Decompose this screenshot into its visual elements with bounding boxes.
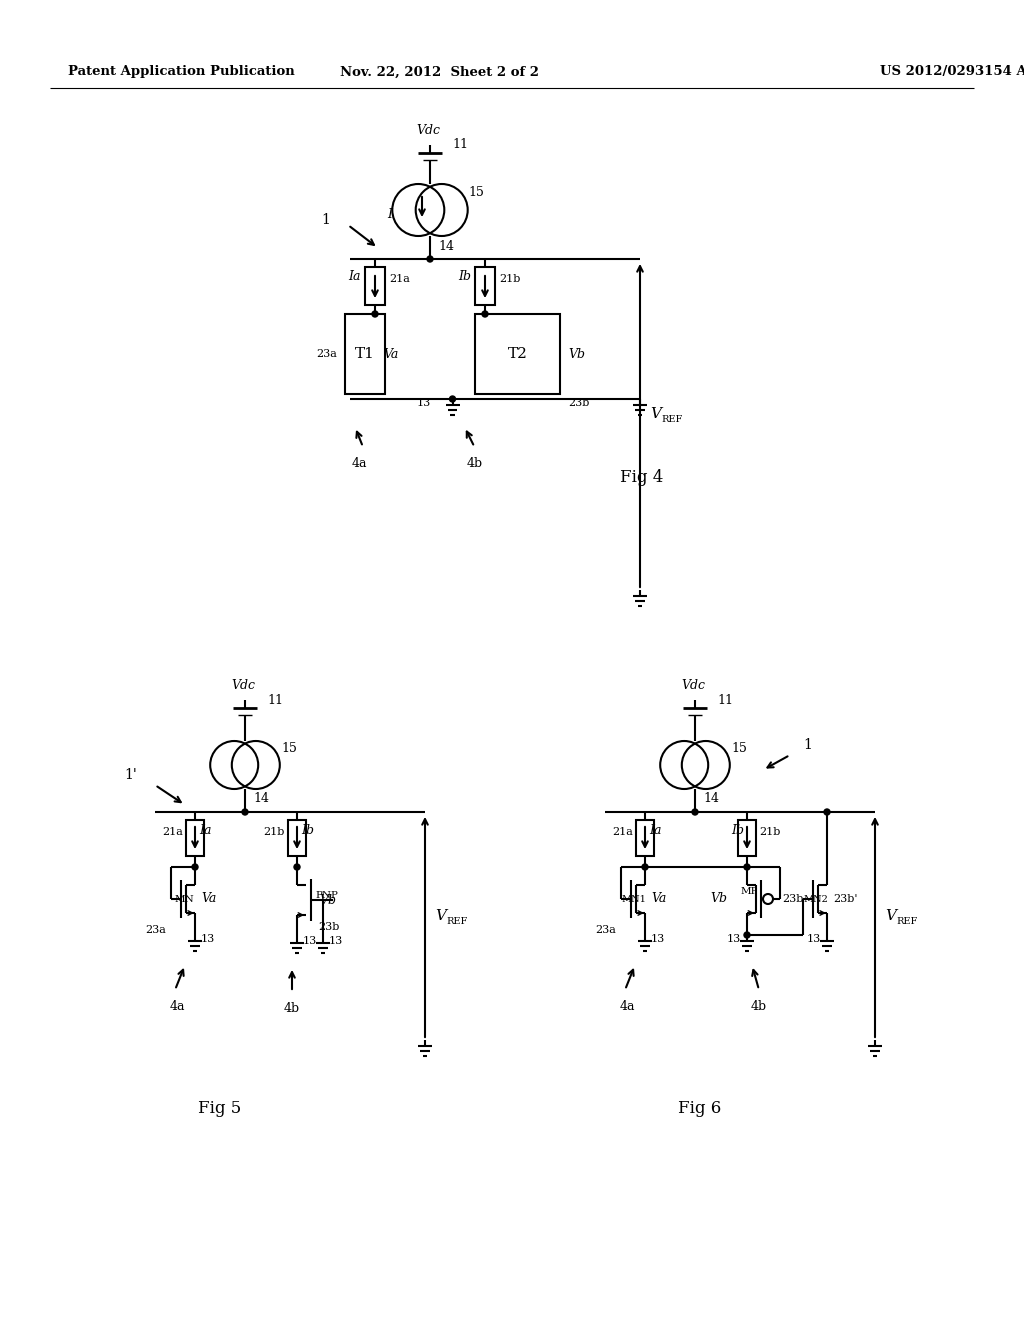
Text: 4b: 4b: [751, 1001, 767, 1012]
Bar: [288, 820, 306, 855]
Circle shape: [482, 312, 488, 317]
Text: T1: T1: [355, 347, 375, 360]
Text: REF: REF: [662, 414, 682, 424]
Circle shape: [450, 396, 456, 403]
Text: 15: 15: [468, 186, 484, 198]
Bar: [365, 267, 385, 305]
Text: 13: 13: [651, 935, 666, 944]
Text: Fig 6: Fig 6: [678, 1100, 722, 1117]
Text: Vb: Vb: [319, 894, 336, 907]
Text: Fig 5: Fig 5: [199, 1100, 242, 1117]
Circle shape: [642, 865, 648, 870]
Text: 23b': 23b': [833, 894, 857, 904]
Text: 1': 1': [124, 768, 137, 781]
Bar: [636, 820, 654, 855]
Text: 13: 13: [329, 936, 343, 946]
Text: 1: 1: [322, 213, 330, 227]
Circle shape: [242, 809, 248, 814]
Text: 23a: 23a: [145, 925, 166, 935]
Text: Vb: Vb: [710, 892, 727, 906]
Text: Nov. 22, 2012  Sheet 2 of 2: Nov. 22, 2012 Sheet 2 of 2: [341, 66, 540, 78]
Text: Vb: Vb: [568, 347, 585, 360]
Text: Ib: Ib: [458, 271, 471, 284]
Bar: [345, 314, 385, 393]
Circle shape: [824, 809, 830, 814]
Text: V: V: [435, 909, 446, 923]
Circle shape: [427, 256, 433, 261]
Text: Vdc: Vdc: [416, 124, 440, 137]
Text: V: V: [885, 909, 896, 923]
Circle shape: [692, 809, 698, 814]
Text: REF: REF: [446, 916, 467, 925]
Text: Ib: Ib: [301, 824, 314, 837]
Text: Va: Va: [383, 347, 398, 360]
Bar: [475, 267, 495, 305]
Text: 4b: 4b: [284, 1002, 300, 1015]
Text: Fig 4: Fig 4: [620, 469, 664, 486]
Text: MN1: MN1: [622, 895, 646, 903]
Circle shape: [372, 312, 378, 317]
Circle shape: [294, 865, 300, 870]
Text: Vdc: Vdc: [231, 678, 255, 692]
Text: 15: 15: [731, 742, 746, 755]
Text: 4a: 4a: [169, 1001, 184, 1012]
Text: 23a: 23a: [316, 348, 337, 359]
Text: US 2012/0293154 A1: US 2012/0293154 A1: [880, 66, 1024, 78]
Text: 13: 13: [303, 936, 317, 946]
Text: Va: Va: [201, 892, 216, 906]
Text: Ia: Ia: [348, 271, 361, 284]
Text: 14: 14: [438, 239, 454, 252]
Text: 23a: 23a: [595, 925, 616, 935]
Text: Vdc: Vdc: [681, 678, 705, 692]
Text: 4a: 4a: [620, 1001, 635, 1012]
Text: 21a: 21a: [612, 828, 633, 837]
Text: 14: 14: [253, 792, 269, 805]
Text: 21a: 21a: [162, 828, 183, 837]
Text: 23b: 23b: [782, 894, 804, 904]
Text: 21b: 21b: [759, 828, 780, 837]
Text: 14: 14: [703, 792, 719, 805]
Text: 1: 1: [803, 738, 812, 752]
Circle shape: [193, 865, 198, 870]
Text: 13: 13: [201, 935, 215, 944]
Circle shape: [744, 865, 750, 870]
Circle shape: [744, 932, 750, 939]
Text: 11: 11: [452, 139, 468, 152]
Text: T2: T2: [508, 347, 527, 360]
Text: 23b: 23b: [318, 921, 339, 932]
Text: PNP: PNP: [315, 891, 338, 899]
Text: 13: 13: [807, 935, 821, 944]
Text: 15: 15: [281, 742, 297, 755]
Text: I: I: [387, 209, 392, 222]
Text: 11: 11: [717, 693, 733, 706]
Text: V: V: [650, 407, 662, 421]
Text: 4a: 4a: [351, 457, 367, 470]
Text: 21b: 21b: [263, 828, 285, 837]
Text: 11: 11: [267, 693, 283, 706]
Text: 13: 13: [727, 935, 741, 944]
Bar: [738, 820, 756, 855]
Text: 21b: 21b: [499, 275, 520, 284]
Text: MP: MP: [740, 887, 758, 895]
Text: Ia: Ia: [649, 824, 662, 837]
Text: MN: MN: [174, 895, 194, 903]
Text: MN2: MN2: [804, 895, 828, 903]
Text: Patent Application Publication: Patent Application Publication: [68, 66, 295, 78]
Text: Ib: Ib: [731, 824, 744, 837]
Text: 13: 13: [416, 399, 430, 408]
Text: REF: REF: [896, 916, 918, 925]
Text: 23b: 23b: [568, 399, 590, 408]
Text: Ia: Ia: [199, 824, 212, 837]
Bar: [186, 820, 204, 855]
Text: 4b: 4b: [467, 457, 482, 470]
Text: 21a: 21a: [389, 275, 410, 284]
Bar: [475, 314, 560, 393]
Text: Va: Va: [651, 892, 667, 906]
